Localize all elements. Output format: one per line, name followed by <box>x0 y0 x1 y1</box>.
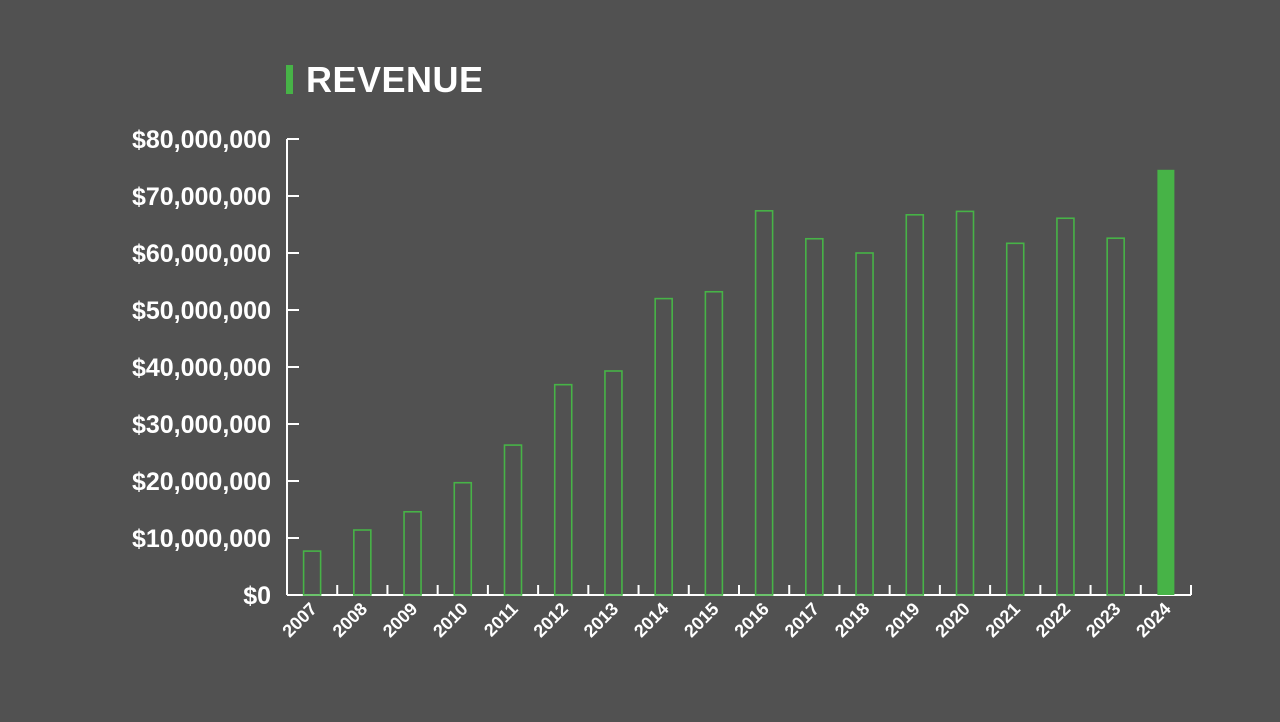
x-tick-label-2008: 2008 <box>329 599 371 641</box>
bar-2022 <box>1056 217 1075 596</box>
bar-2009 <box>403 510 422 596</box>
x-tick-label-2014: 2014 <box>630 599 672 641</box>
x-tick-label-2017: 2017 <box>781 599 823 641</box>
bar-2010 <box>453 481 473 596</box>
y-axis-ticks: $0 $10,000,000 $20,000,000 $30,000,000 $40,0… <box>132 126 299 610</box>
x-tick-label-2011: 2011 <box>480 599 522 641</box>
x-tick-label-2007: 2007 <box>278 599 320 641</box>
bar-2011 <box>503 444 523 596</box>
bar-2008 <box>353 529 372 596</box>
y-tick-label: $30,000,000 <box>132 411 271 439</box>
y-tick-label: $60,000,000 <box>132 240 271 268</box>
y-tick-label: $40,000,000 <box>132 354 271 382</box>
x-tick-label-2016: 2016 <box>730 599 772 641</box>
bar-2024 <box>1157 169 1175 595</box>
bars <box>302 169 1175 596</box>
bar-2016 <box>754 210 774 596</box>
x-tick-label-2022: 2022 <box>1032 599 1074 641</box>
x-tick-label-2013: 2013 <box>580 599 622 641</box>
x-tick-label-2020: 2020 <box>931 599 973 641</box>
x-tick-label-2023: 2023 <box>1082 599 1124 641</box>
bar-2013 <box>604 370 623 596</box>
y-tick-label: $80,000,000 <box>132 126 271 154</box>
x-tick-label-2024: 2024 <box>1132 599 1174 641</box>
x-tick-label-2015: 2015 <box>680 599 722 641</box>
y-tick-label: $0 <box>243 582 271 610</box>
x-tick-label-2018: 2018 <box>831 599 873 641</box>
y-tick-label: $20,000,000 <box>132 468 271 496</box>
title-accent-bar <box>286 65 293 94</box>
bar-2021 <box>1005 242 1025 596</box>
x-axis-ticks: 2007 2008 2009 2010 2011 2012 2013 2014 2015 2016… <box>278 585 1192 641</box>
x-tick-label-2010: 2010 <box>429 599 471 641</box>
chart-title: REVENUE <box>306 59 484 100</box>
bar-2015 <box>704 290 724 596</box>
x-tick-label-2019: 2019 <box>881 599 923 641</box>
bar-2007 <box>302 550 322 596</box>
x-tick-label-2021: 2021 <box>982 599 1024 641</box>
axes <box>286 139 1191 596</box>
x-tick-label-2009: 2009 <box>379 599 421 641</box>
y-tick-label: $70,000,000 <box>132 183 271 211</box>
bar-2019 <box>905 214 925 596</box>
bar-2012 <box>553 383 573 596</box>
bar-2020 <box>955 210 975 596</box>
bar-2018 <box>855 252 874 596</box>
y-tick-label: $50,000,000 <box>132 297 271 325</box>
bar-2017 <box>805 237 824 596</box>
bar-2023 <box>1106 237 1125 596</box>
y-tick-label: $10,000,000 <box>132 525 271 553</box>
x-tick-label-2012: 2012 <box>530 599 572 641</box>
bar-2014 <box>654 297 673 596</box>
